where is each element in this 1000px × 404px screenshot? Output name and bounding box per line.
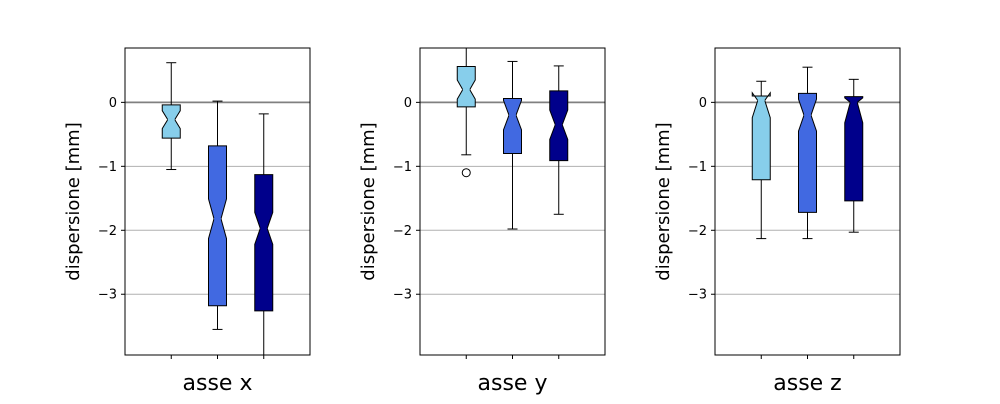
y-tick-label: 0 <box>699 96 707 111</box>
chart-panel-1: 0 −1 −2 −3 dispersione [mm] asse x <box>63 47 311 396</box>
notched-box <box>503 98 522 155</box>
y-tick-label: 0 <box>404 96 412 111</box>
y-tick-label: 0 <box>109 96 117 111</box>
y-tick-label: −2 <box>98 224 117 239</box>
y-tick-label: −1 <box>393 160 412 175</box>
chart-panel-2: 0 −1 −2 −3 dispersione [mm] asse y <box>358 47 606 396</box>
box-3 <box>549 65 569 215</box>
notched-box <box>456 66 476 108</box>
y-tick-label: −2 <box>688 224 707 239</box>
box-1 <box>161 62 181 171</box>
plot-area <box>161 62 274 355</box>
notched-box <box>844 96 864 202</box>
y-tick-label: −3 <box>393 288 412 303</box>
x-axis-label: asse z <box>773 371 841 396</box>
x-axis-label: asse x <box>183 371 253 396</box>
box-3 <box>844 78 864 233</box>
notched-box <box>751 91 771 181</box>
notched-box <box>208 145 227 307</box>
plot-area <box>751 66 864 240</box>
y-tick-label: −3 <box>98 288 117 303</box>
box-3 <box>254 113 274 355</box>
box-2 <box>208 100 227 330</box>
notched-box <box>549 90 569 162</box>
y-tick-label: −2 <box>393 224 412 239</box>
y-tick-label: −1 <box>688 160 707 175</box>
y-tick-label: −1 <box>98 160 117 175</box>
y-axis-label: dispersione [mm] <box>358 122 379 280</box>
box-2 <box>798 66 817 240</box>
notched-box <box>798 92 817 213</box>
plot-area <box>456 48 569 230</box>
y-axis-label: dispersione [mm] <box>653 122 674 280</box>
y-tick-label: −3 <box>688 288 707 303</box>
box-1 <box>751 80 771 240</box>
chart-panel-3: 0 −1 −2 −3 dispersione [mm] asse z <box>653 47 901 396</box>
box-2 <box>503 60 522 230</box>
notched-box <box>254 174 274 312</box>
box-1 <box>456 48 476 178</box>
x-axis-label: asse y <box>478 371 548 396</box>
notched-box <box>161 104 181 139</box>
outlier-point <box>461 168 471 178</box>
y-axis-label: dispersione [mm] <box>63 122 84 280</box>
